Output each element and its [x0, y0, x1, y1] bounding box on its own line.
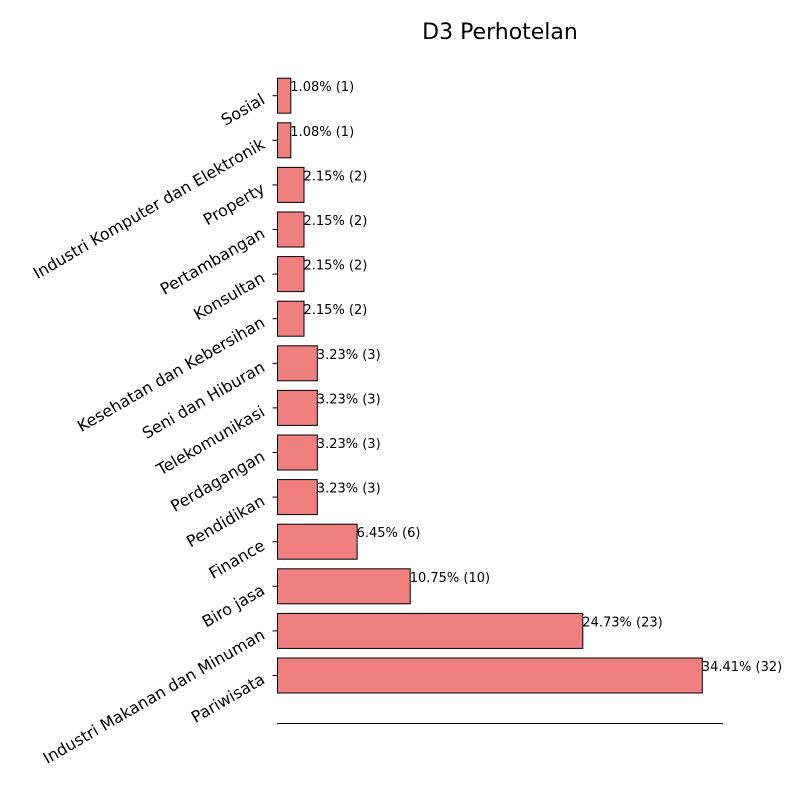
bar-data-label: 2.15% (2) — [304, 214, 368, 229]
bar-data-label: 3.23% (3) — [317, 482, 381, 497]
bar-data-label: 2.15% (2) — [304, 259, 368, 274]
bar — [277, 389, 318, 426]
bars-layer: 34.41% (32) 24.73% (23) 10.75% (10) 6.45% (… — [277, 77, 782, 694]
bar — [277, 300, 305, 337]
bar — [277, 479, 318, 516]
bar-data-label: 3.23% (3) — [317, 392, 381, 407]
bar-data-label: 34.41% (32) — [702, 660, 782, 675]
chart-title: D3 Perhotelan — [422, 20, 578, 45]
bar-data-label: 1.08% (1) — [290, 80, 354, 95]
bar — [277, 657, 703, 694]
y-tick-label: Biro jasa — [199, 580, 268, 631]
bar — [277, 568, 411, 605]
bar-data-label: 10.75% (10) — [410, 571, 490, 586]
bar-data-label: 6.45% (6) — [357, 526, 421, 541]
y-tick-label: Sosial — [218, 90, 268, 130]
bar — [277, 434, 318, 471]
y-tick-label: Property — [200, 179, 268, 229]
bar — [277, 612, 584, 649]
bar — [277, 523, 358, 560]
bar-data-label: 2.15% (2) — [304, 169, 368, 184]
y-tick-label: Finance — [205, 536, 268, 583]
bar-data-label: 24.73% (23) — [582, 615, 662, 630]
bar-data-label: 3.23% (3) — [317, 437, 381, 452]
bar — [277, 345, 318, 382]
bar — [277, 77, 292, 114]
bar — [277, 256, 305, 293]
bar-data-label: 2.15% (2) — [304, 303, 368, 318]
bar-data-label: 1.08% (1) — [290, 125, 354, 140]
bar — [277, 166, 305, 203]
bar-data-label: 3.23% (3) — [317, 348, 381, 363]
bar — [277, 211, 305, 248]
bar — [277, 122, 292, 159]
